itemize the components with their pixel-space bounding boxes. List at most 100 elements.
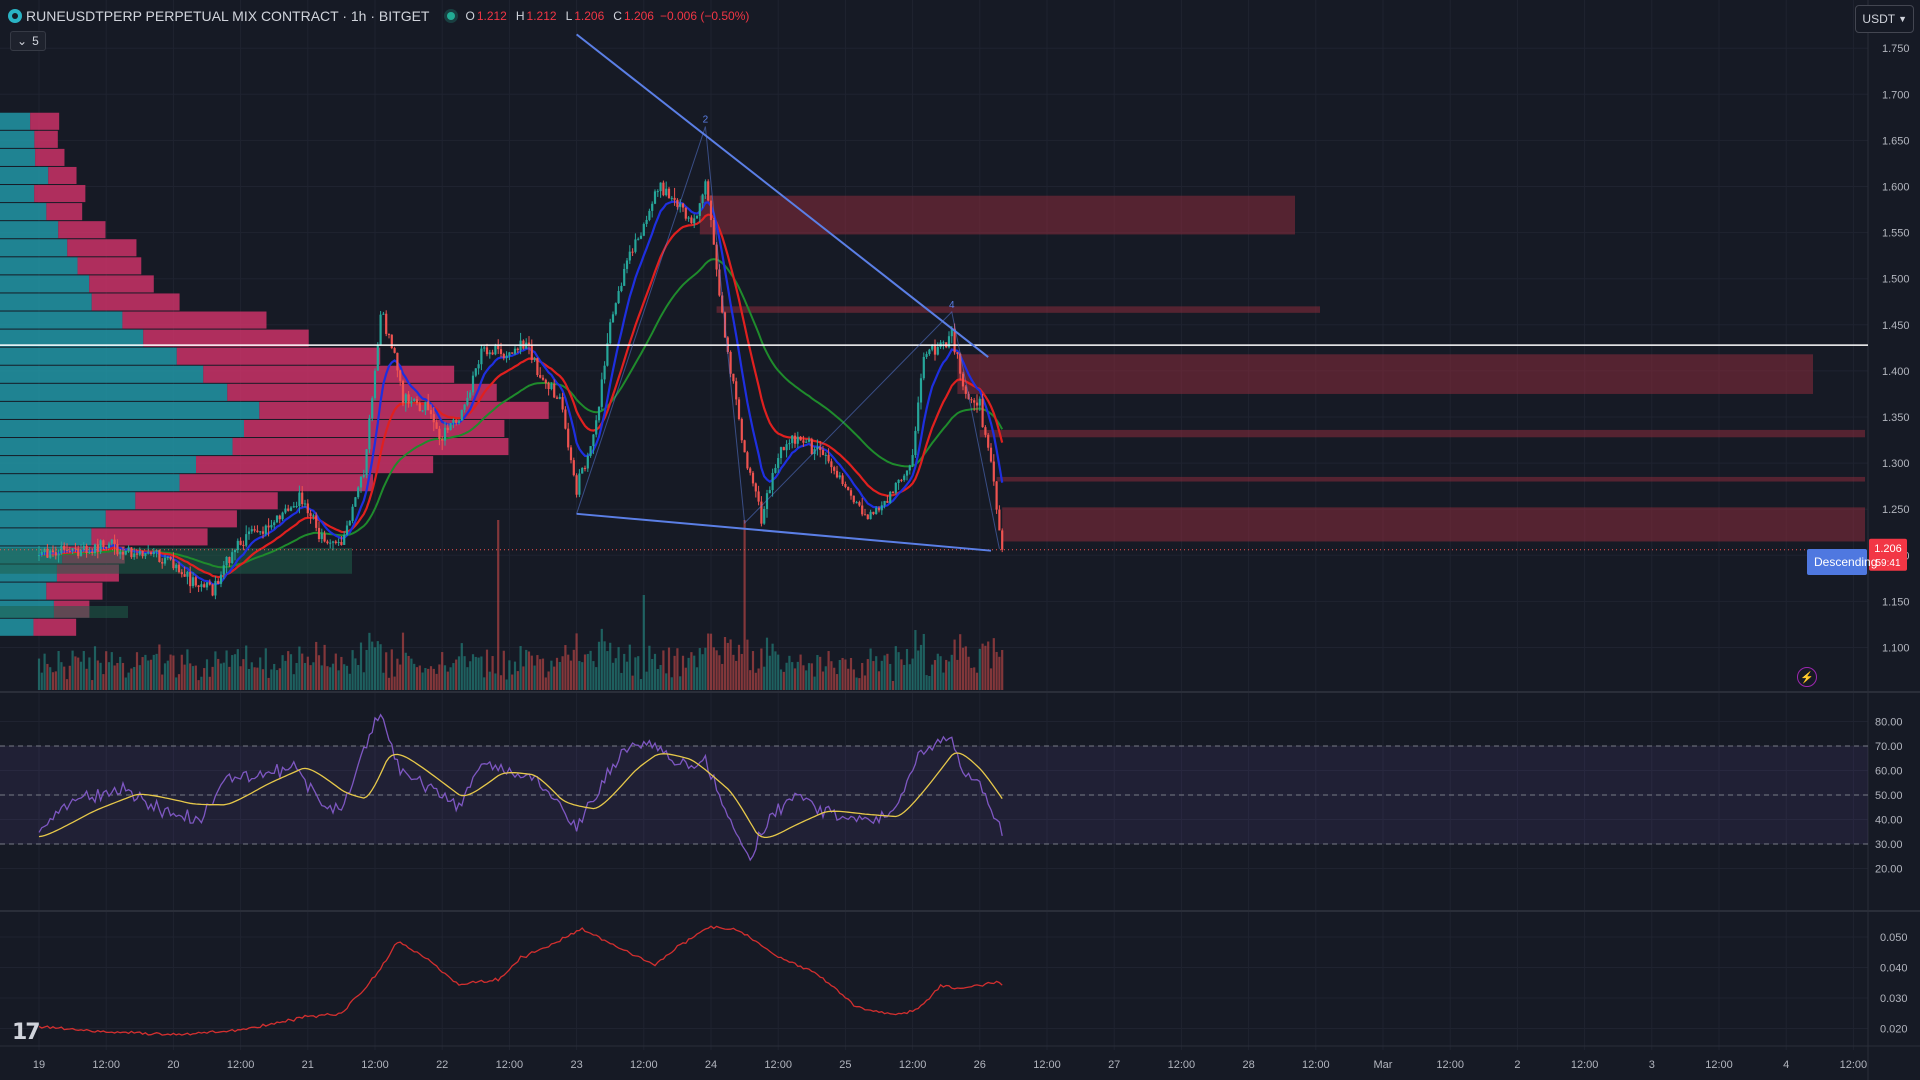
symbol-title[interactable]: RUNEUSDTPERP PERPETUAL MIX CONTRACT · 1h…	[26, 8, 430, 24]
volume-bar	[376, 641, 379, 690]
candle-body	[547, 383, 550, 390]
lower-tick-label: 0.050	[1880, 932, 1908, 944]
volume-bar	[323, 644, 326, 690]
order-blocks	[0, 195, 1865, 618]
volume-bar	[903, 664, 906, 690]
candle-body	[511, 352, 514, 354]
volume-bar	[77, 657, 80, 690]
candle-body	[189, 571, 192, 587]
candle-body	[754, 483, 757, 492]
time-tick-label: 12:00	[764, 1059, 792, 1071]
volume-profile-buy-bar	[0, 474, 180, 492]
candle-body	[735, 381, 738, 400]
candle-body	[925, 354, 928, 357]
volume-bar	[497, 520, 500, 690]
candle-body	[119, 551, 122, 555]
volume-bar	[877, 671, 881, 690]
candle-body	[401, 380, 405, 404]
candle-body	[320, 533, 323, 540]
candle-body	[953, 328, 956, 353]
candle-body	[200, 584, 203, 587]
currency-label: USDT	[1862, 12, 1896, 26]
candle-body	[567, 428, 570, 448]
candle-body	[298, 492, 301, 507]
time-tick-label: 12:00	[1571, 1059, 1599, 1071]
candle-body	[82, 545, 85, 550]
volume-bar	[57, 650, 60, 690]
candle-body	[987, 434, 990, 448]
lightning-icon[interactable]: ⚡	[1797, 667, 1817, 687]
candle-body	[105, 547, 108, 549]
volume-bar	[835, 674, 839, 690]
volume-bar	[852, 669, 855, 690]
volume-bar	[250, 662, 253, 690]
volume-bar	[810, 663, 813, 690]
candle-body	[233, 550, 237, 553]
volume-bar	[575, 633, 578, 690]
volume-bar	[427, 668, 430, 690]
volume-bar	[144, 654, 147, 690]
volume-bar	[634, 657, 637, 690]
currency-select[interactable]: USDT ▼	[1855, 5, 1914, 33]
volume-bar	[611, 662, 615, 690]
volume-bar	[205, 659, 209, 690]
volume-bar	[667, 647, 671, 690]
volume-bar	[984, 645, 987, 690]
candle-body	[211, 584, 214, 596]
candle-body	[749, 468, 752, 473]
volume-bar	[861, 662, 864, 690]
volume-bar	[751, 651, 755, 690]
candle-body	[950, 328, 953, 337]
candle-body	[208, 582, 211, 585]
candle-body	[65, 549, 69, 551]
volume-bar	[385, 652, 388, 690]
volume-bar	[623, 653, 626, 690]
volume-profile-sell-bar	[135, 492, 278, 510]
candle-body	[863, 514, 867, 516]
volume-bar	[295, 662, 298, 690]
price-axis: 1.750 1.700 1.650 1.600 1.550 1.500 1.450 1.400…	[1882, 43, 1910, 654]
volume-bar	[180, 654, 183, 690]
candle-body	[303, 503, 307, 505]
candle-body	[393, 348, 396, 353]
candle-body	[536, 358, 539, 376]
volume-bar	[883, 655, 886, 690]
candle-body	[485, 347, 489, 355]
candle-body	[533, 358, 536, 360]
volume-profile-buy-bar	[0, 148, 36, 166]
volume-bar	[648, 645, 651, 690]
volume-bar	[242, 659, 245, 690]
candle-body	[942, 342, 945, 344]
candle-body	[228, 556, 231, 563]
volume-bar	[947, 661, 951, 690]
volume-bar	[539, 659, 542, 690]
volume-bar	[701, 654, 704, 690]
candle-body	[981, 398, 984, 428]
volume-bar	[578, 660, 581, 690]
volume-bar	[309, 665, 312, 690]
candle-body	[443, 427, 447, 441]
candle-body	[289, 507, 293, 511]
volume-bar	[936, 653, 939, 690]
candle-body	[435, 422, 438, 429]
candle-body	[530, 345, 533, 360]
candle-body	[429, 410, 433, 415]
candle-body	[774, 467, 777, 473]
volume-profile-buy-bar	[0, 456, 197, 474]
indicators-toggle-button[interactable]: ⌄ 5	[10, 31, 46, 51]
volume-bar	[931, 664, 934, 690]
volume-bar	[721, 663, 724, 690]
volume-bar	[743, 520, 746, 690]
candle-body	[152, 551, 155, 554]
volume-bar	[522, 666, 525, 690]
bitget-logo-icon	[8, 9, 22, 23]
volume-bar	[894, 646, 897, 690]
volume-profile-buy-bar	[0, 492, 136, 510]
candle-body	[805, 441, 808, 443]
volume-bar	[659, 664, 662, 690]
volume-bar	[723, 637, 727, 690]
bar-countdown: 59:41	[1875, 558, 1900, 569]
candle-body	[49, 550, 52, 558]
candle-body	[872, 511, 875, 515]
